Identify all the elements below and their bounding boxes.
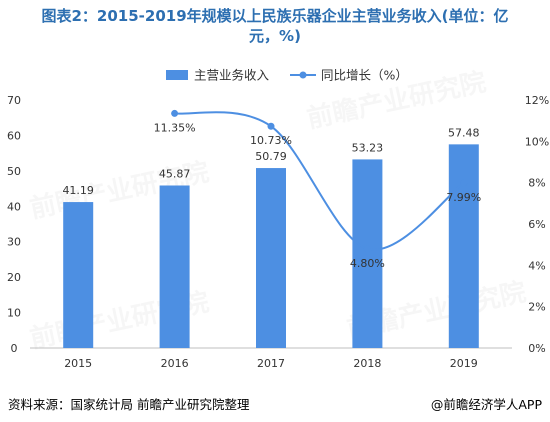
y-right-tick-label: 4% (528, 259, 545, 272)
bar (256, 168, 286, 348)
bar-value-label: 53.23 (352, 141, 384, 154)
y-right-tick-label: 0% (528, 342, 545, 355)
growth-value-label: 10.73% (250, 134, 292, 147)
y-right-tick-label: 12% (525, 94, 549, 107)
bar-value-label: 50.79 (255, 150, 287, 163)
publisher-credit: @前瞻经济学人APP (430, 397, 542, 412)
growth-point (363, 245, 371, 253)
bar (352, 159, 383, 348)
chart-plot: 主营业务收入 同比增长（%） 0 10 20 30 40 50 60 70 0% 2% 4% 6% 8% 10… (7, 68, 549, 371)
y-left-tick-label: 0 (11, 342, 18, 355)
growth-point (267, 122, 275, 130)
title-line-2: 元，%) (249, 27, 301, 45)
y-left-tick-label: 70 (7, 94, 21, 107)
source-note: 资料来源：国家统计局 前瞻产业研究院整理 (8, 397, 250, 412)
y-left-tick-label: 60 (7, 129, 21, 142)
bar-value-label: 41.19 (62, 184, 94, 197)
bar-value-label: 45.87 (159, 167, 191, 180)
bar (159, 185, 190, 348)
chart-title: 图表2：2015-2019年规模以上民族乐器企业主营业务收入(单位：亿 元，%) (0, 6, 550, 46)
growth-value-label: 7.99% (446, 191, 481, 204)
growth-line (174, 111, 465, 251)
y-right-tick-label: 10% (525, 135, 549, 148)
growth-point (460, 179, 468, 187)
x-tick-label: 2016 (161, 357, 189, 370)
y-right-tick-label: 6% (528, 218, 545, 231)
y-left-tick-label: 30 (7, 236, 21, 249)
y-left-tick-label: 10 (7, 307, 21, 320)
y-left-tick-label: 40 (7, 200, 21, 213)
legend-bar-label: 主营业务收入 (194, 68, 270, 83)
bar-value-label: 57.48 (448, 126, 480, 139)
y-right-tick-label: 2% (528, 301, 545, 314)
legend-line-marker (299, 71, 307, 79)
growth-point (171, 109, 179, 117)
legend-line-label: 同比增长（%） (321, 68, 408, 83)
title-line-1: 图表2：2015-2019年规模以上民族乐器企业主营业务收入(单位：亿 (41, 7, 509, 25)
growth-value-label: 11.35% (154, 121, 196, 134)
bar (448, 144, 479, 348)
x-tick-label: 2017 (257, 357, 285, 370)
growth-value-label: 4.80% (350, 257, 385, 270)
x-tick-label: 2018 (353, 357, 381, 370)
legend-bar-swatch (166, 70, 188, 80)
bar (63, 202, 94, 348)
y-left-tick-label: 50 (7, 165, 21, 178)
x-tick-label: 2019 (450, 357, 478, 370)
y-left-tick-label: 20 (7, 271, 21, 284)
x-tick-label: 2015 (64, 357, 92, 370)
y-right-tick-label: 8% (528, 177, 545, 190)
